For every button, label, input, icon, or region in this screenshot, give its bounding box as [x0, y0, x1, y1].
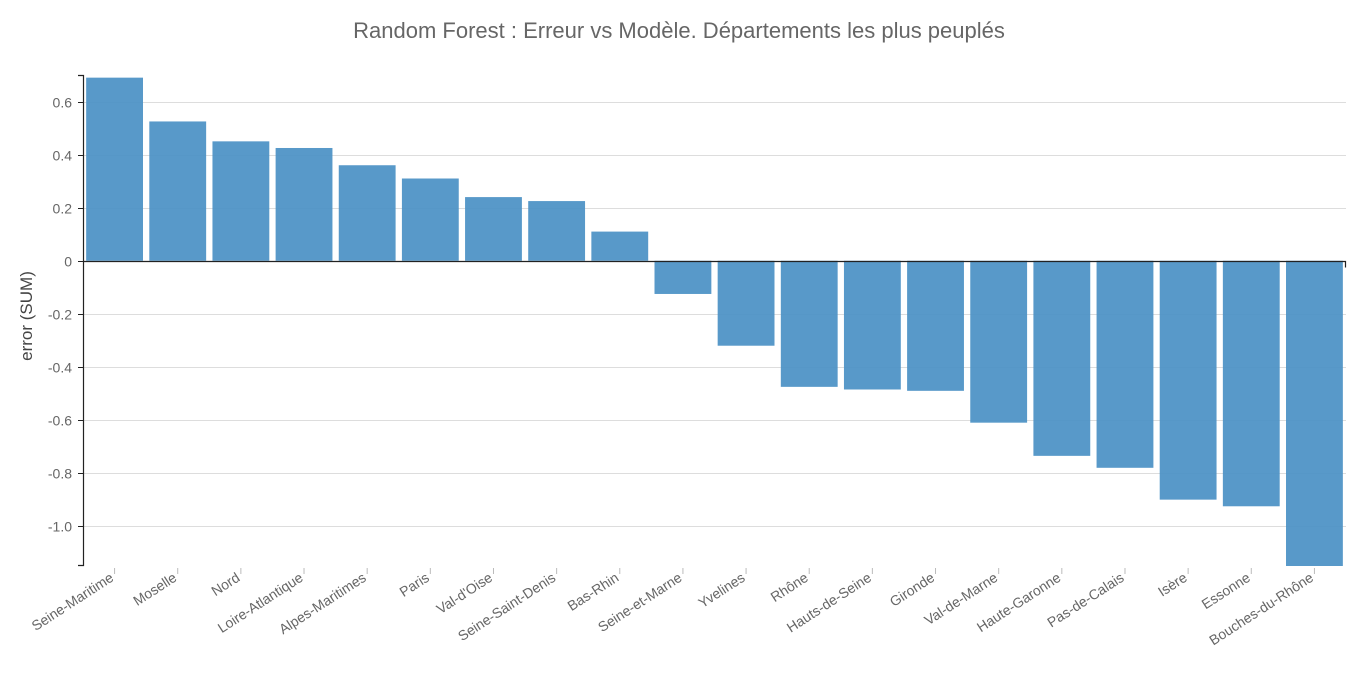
x-tick-label: Gironde [887, 569, 938, 610]
x-tick-label: Essonne [1199, 569, 1254, 612]
bar [1033, 260, 1091, 456]
bar [591, 231, 649, 261]
bar [465, 197, 522, 261]
y-tick-label: -0.6 [48, 413, 72, 429]
y-axis-label: error (SUM) [17, 271, 36, 361]
x-tick-label: Moselle [130, 569, 179, 609]
y-tick-label: -0.8 [48, 466, 72, 482]
bar [212, 141, 270, 261]
bar [1286, 260, 1343, 566]
y-tick-label: -0.4 [48, 360, 72, 376]
bar [717, 260, 775, 346]
y-axis-line [78, 74, 85, 567]
x-tick-label: Isère [1155, 569, 1190, 599]
y-tick-label: -1.0 [48, 519, 72, 535]
bar [1096, 260, 1154, 468]
bars [86, 77, 1343, 566]
x-tick-label: Rhône [768, 569, 811, 605]
y-tick-label: 0 [64, 254, 72, 270]
y-tick-label: 0.6 [53, 95, 73, 111]
chart-title: Random Forest : Erreur vs Modèle. Départ… [353, 18, 1005, 43]
x-tick-label: Bas-Rhin [564, 569, 621, 614]
bar [780, 260, 838, 387]
zero-line [83, 260, 1347, 268]
y-tick-label: 0.4 [53, 148, 73, 164]
bar [149, 121, 207, 261]
axes [78, 74, 1347, 574]
bar [338, 165, 396, 261]
bar [528, 201, 586, 261]
bar [275, 147, 333, 261]
x-tick-label: Nord [208, 569, 242, 599]
y-tick-label: -0.2 [48, 307, 72, 323]
x-tick-label: Paris [396, 569, 431, 600]
bar [86, 77, 143, 261]
bar [401, 178, 459, 261]
x-tick-label: Seine-Maritime [29, 569, 117, 634]
bar [970, 260, 1028, 423]
gridlines [83, 102, 1346, 527]
bar [1159, 260, 1217, 500]
bar [1222, 260, 1280, 507]
y-tick-label: 0.2 [53, 201, 73, 217]
x-tick-label: Bouches-du-Rhône [1206, 569, 1316, 648]
bar [654, 260, 712, 294]
bar [843, 260, 901, 390]
bar [907, 260, 964, 391]
x-tick-label: Yvelines [695, 569, 747, 611]
